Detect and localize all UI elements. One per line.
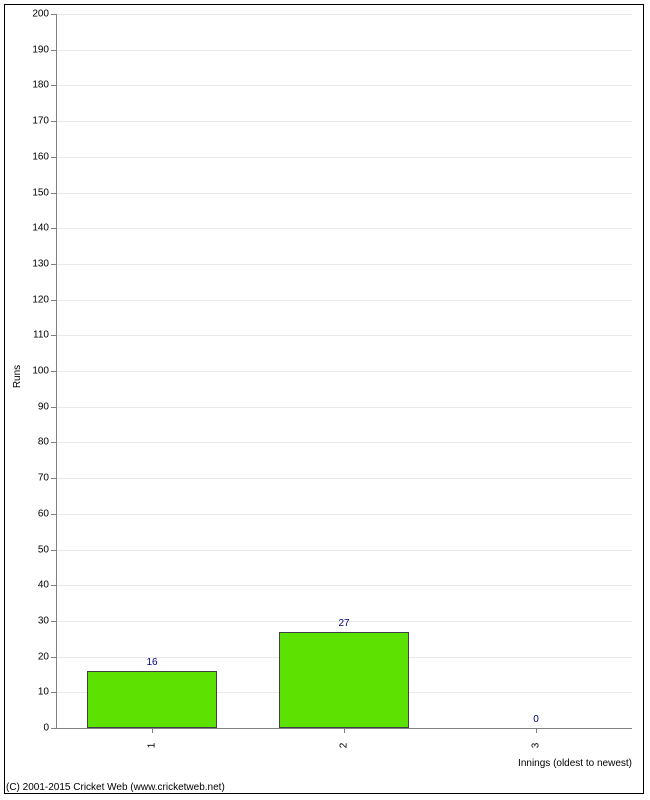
x-tick-label: 1 (147, 736, 158, 756)
y-tick-label: 110 (21, 330, 49, 341)
bar (87, 671, 218, 728)
y-tick-label: 150 (21, 187, 49, 198)
gridline (56, 478, 632, 479)
gridline (56, 85, 632, 86)
y-tick-label: 50 (21, 544, 49, 555)
y-tick-label: 180 (21, 80, 49, 91)
copyright-text: (C) 2001-2015 Cricket Web (www.cricketwe… (6, 782, 225, 793)
bar (279, 632, 410, 728)
y-tick-label: 90 (21, 401, 49, 412)
x-tick (344, 728, 345, 733)
y-tick-label: 30 (21, 615, 49, 626)
y-axis-line (56, 14, 57, 728)
x-tick (536, 728, 537, 733)
gridline (56, 14, 632, 15)
gridline (56, 407, 632, 408)
y-tick-label: 40 (21, 580, 49, 591)
gridline (56, 514, 632, 515)
chart-container: 0102030405060708090100110120130140150160… (0, 0, 650, 800)
y-tick-label: 170 (21, 116, 49, 127)
x-tick (152, 728, 153, 733)
gridline (56, 585, 632, 586)
y-tick-label: 130 (21, 258, 49, 269)
gridline (56, 193, 632, 194)
y-tick-label: 70 (21, 473, 49, 484)
gridline (56, 300, 632, 301)
bar-value-label: 0 (533, 714, 539, 725)
y-tick-label: 200 (21, 9, 49, 20)
y-tick-label: 100 (21, 366, 49, 377)
y-tick-label: 20 (21, 651, 49, 662)
gridline (56, 157, 632, 158)
y-tick-label: 0 (21, 723, 49, 734)
y-tick-label: 140 (21, 223, 49, 234)
gridline (56, 335, 632, 336)
y-tick-label: 190 (21, 44, 49, 55)
gridline (56, 121, 632, 122)
y-tick-label: 120 (21, 294, 49, 305)
x-tick-label: 3 (531, 736, 542, 756)
x-tick-label: 2 (339, 736, 350, 756)
y-tick-label: 160 (21, 151, 49, 162)
x-axis-label: Innings (oldest to newest) (518, 758, 632, 769)
gridline (56, 371, 632, 372)
gridline (56, 228, 632, 229)
y-tick-label: 10 (21, 687, 49, 698)
gridline (56, 442, 632, 443)
y-axis-label: Runs (12, 365, 23, 388)
bar-value-label: 16 (146, 657, 157, 668)
gridline (56, 50, 632, 51)
gridline (56, 264, 632, 265)
y-tick-label: 60 (21, 508, 49, 519)
y-tick-label: 80 (21, 437, 49, 448)
bar-value-label: 27 (338, 618, 349, 629)
gridline (56, 550, 632, 551)
